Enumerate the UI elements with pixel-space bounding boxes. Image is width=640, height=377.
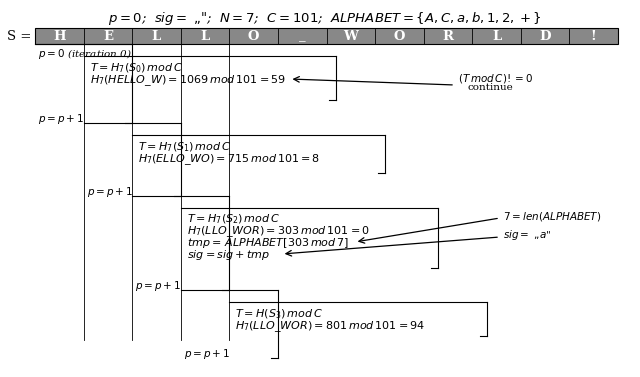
Text: W: W: [343, 29, 358, 43]
Bar: [35, 28, 618, 44]
Text: S =: S =: [6, 29, 31, 43]
Text: $(T \, mod \, C)! = 0$: $(T \, mod \, C)! = 0$: [458, 72, 533, 85]
Text: O: O: [248, 29, 259, 43]
Text: E: E: [103, 29, 113, 43]
Text: $p = p + 1$: $p = p + 1$: [184, 347, 230, 361]
Text: H: H: [53, 29, 66, 43]
Text: $p = p + 1$: $p = p + 1$: [38, 112, 84, 126]
Text: $sig = sig + tmp$: $sig = sig + tmp$: [187, 248, 269, 262]
Text: $T = H_7(S_2) \, mod \, C$: $T = H_7(S_2) \, mod \, C$: [187, 212, 280, 225]
Text: $T = H(S_3) \, mod \, C$: $T = H(S_3) \, mod \, C$: [236, 307, 323, 320]
Text: L: L: [200, 29, 210, 43]
Text: O: O: [394, 29, 405, 43]
Text: !: !: [591, 29, 596, 43]
Text: R: R: [442, 29, 454, 43]
Text: continue: continue: [468, 83, 514, 92]
Text: $tmp = \, ALPHABET[303 \, mod \, 7]$: $tmp = \, ALPHABET[303 \, mod \, 7]$: [187, 236, 349, 250]
Text: $\cdots$: $\cdots$: [312, 370, 328, 377]
Text: $p = 0$ (iteration 0): $p = 0$ (iteration 0): [38, 47, 132, 61]
Text: $T = H_7(S_1) \, mod \, C$: $T = H_7(S_1) \, mod \, C$: [138, 140, 231, 153]
Text: D: D: [540, 29, 551, 43]
Text: L: L: [152, 29, 161, 43]
Text: _: _: [299, 29, 305, 43]
Text: $H_7(LLO\_WOR) = 801 \, mod \, 101 = 94$: $H_7(LLO\_WOR) = 801 \, mod \, 101 = 94$: [236, 319, 426, 334]
Text: L: L: [492, 29, 501, 43]
Text: $H_7(LLO\_WOR) = 303 \, mod \, 101 = 0$: $H_7(LLO\_WOR) = 303 \, mod \, 101 = 0$: [187, 224, 370, 239]
Text: $p = p + 1$: $p = p + 1$: [86, 185, 133, 199]
Text: $T = H_7(S_0) \, mod \, C$: $T = H_7(S_0) \, mod \, C$: [90, 61, 182, 75]
Text: $p = p + 1$: $p = p + 1$: [135, 279, 182, 293]
Text: $H_7(ELLO\_WO) = 715 \, mod \, 101 = 8$: $H_7(ELLO\_WO) = 715 \, mod \, 101 = 8$: [138, 152, 321, 167]
Text: $sig =$ „$a$": $sig =$ „$a$": [503, 228, 552, 242]
Text: $p = 0$;  $sig =$ „";  $N = 7$;  $C = 101$;  $ALPHABET = \{A, C, a, b, 1, 2, +\}: $p = 0$; $sig =$ „"; $N = 7$; $C = 101$;…: [108, 10, 542, 27]
Text: $H_7(HELLO\_W) = 1069 \, mod \, 101 = 59$: $H_7(HELLO\_W) = 1069 \, mod \, 101 = 59…: [90, 73, 285, 88]
Text: $7 = len(ALPHABET)$: $7 = len(ALPHABET)$: [503, 210, 602, 223]
